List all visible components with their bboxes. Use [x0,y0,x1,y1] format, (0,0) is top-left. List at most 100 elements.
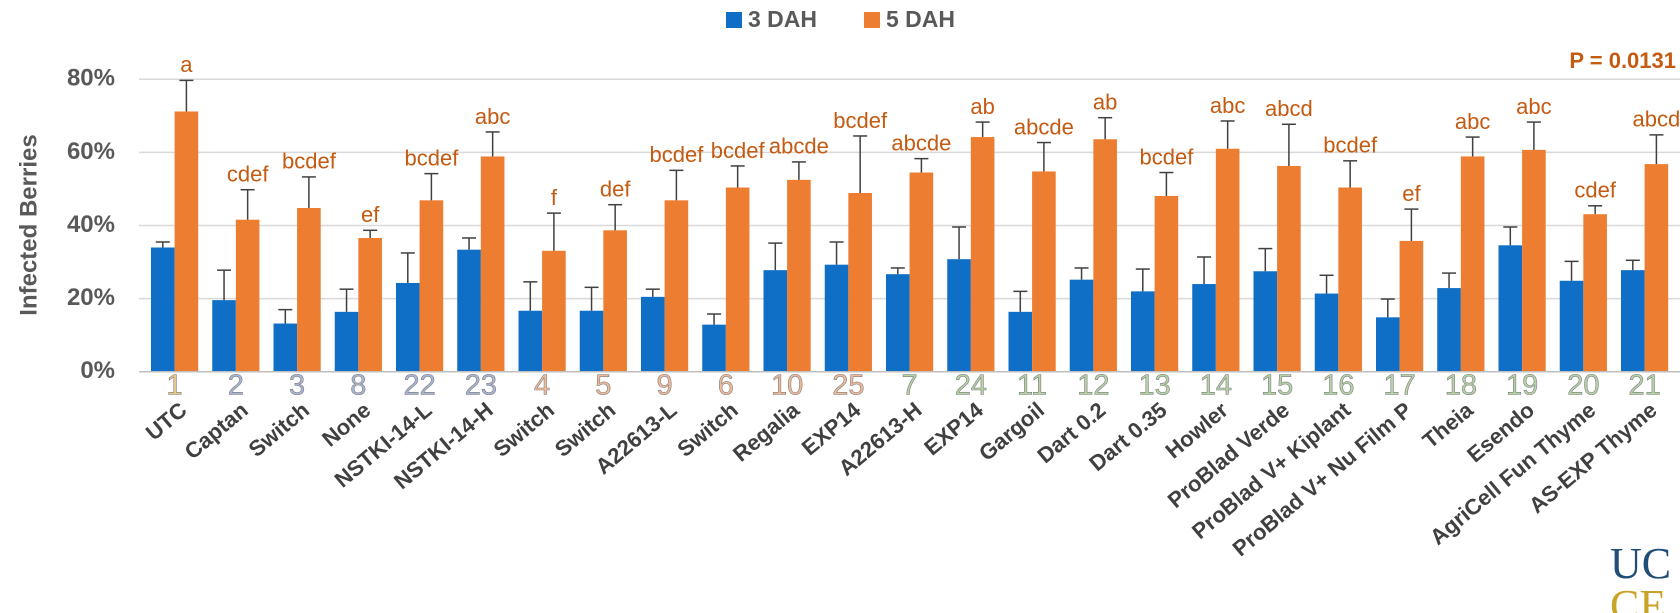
bar [664,200,689,372]
logo: UC [1610,539,1671,588]
significance-label: abcde [1014,114,1074,139]
bar [763,270,788,372]
bar [396,282,420,372]
bar [1314,293,1339,372]
treatment-number: 10 [771,370,803,402]
bar [542,250,566,372]
y-tick-label: 0% [80,357,115,384]
bar [518,310,543,372]
bar [273,323,298,372]
treatment-number: 2 [228,370,244,402]
x-tick-label: Switch [489,397,559,462]
treatment-number: 3 [289,370,305,402]
bar [1522,149,1546,372]
treatment-number: 15 [1261,370,1293,402]
significance-label: a [180,52,193,77]
bar [1399,240,1424,372]
bar [1644,164,1669,372]
significance-label: abcde [769,134,829,159]
bar [1277,165,1301,372]
bar [1253,271,1278,372]
bar [909,172,934,372]
significance-label: ef [1402,181,1421,206]
bar [641,296,665,372]
significance-label: bcdef [404,145,459,170]
significance-label: ab [1093,90,1117,115]
bar [848,193,872,372]
significance-label: abc [1455,109,1490,134]
bar [1192,284,1216,372]
legend-label: 5 DAH [886,6,955,32]
treatment-number: 13 [1138,370,1170,402]
treatment-number: 7 [902,370,918,402]
treatment-number: 19 [1506,370,1538,402]
bar [358,237,382,372]
treatment-number: 25 [832,370,864,402]
y-tick-label: 20% [67,284,115,311]
legend-label: 3 DAH [748,6,817,32]
treatment-number: 12 [1077,370,1109,402]
bar [1093,139,1117,372]
significance-label: cdef [1574,178,1616,203]
treatment-number: 20 [1567,370,1599,402]
p-value: P = 0.0131 [1569,48,1676,73]
treatment-number: 11 [1017,370,1047,402]
significance-label: bcdef [649,142,704,167]
x-tick-label: Regalia [728,397,805,467]
significance-label: bcdef [1323,133,1378,158]
y-tick-label: 80% [67,65,115,92]
bar [787,179,811,372]
significance-label: bcdef [1139,144,1194,169]
bar [1338,187,1362,372]
bar [702,324,726,372]
legend-swatch [864,12,880,28]
significance-label: ab [970,94,994,119]
y-tick-label: 60% [67,138,115,165]
bar [1621,270,1645,372]
x-tick-label: Switch [244,397,314,462]
bar [1131,291,1155,372]
bar [334,311,359,372]
bar [1154,195,1179,372]
bar [480,156,505,372]
significance-label: abc [1516,94,1551,119]
bar [947,259,971,372]
bar [419,200,444,372]
legend-swatch [726,12,742,28]
significance-label: abcd [1265,96,1313,121]
bar [1437,288,1461,372]
bar [1215,148,1240,372]
significance-label: abcde [891,130,951,155]
bar [151,247,175,372]
treatment-number: 23 [465,370,497,402]
significance-label: bcdef [711,138,766,163]
logo: CE [1610,581,1666,613]
bar [579,310,604,372]
bar [1559,280,1584,372]
bar [297,208,321,372]
bar [1376,317,1400,372]
significance-label: bcdef [282,149,337,174]
significance-label: abc [475,104,510,129]
significance-label: abc [1210,93,1245,118]
treatment-number: 8 [350,370,366,402]
treatment-number: 9 [657,370,673,402]
significance-label: ef [361,202,380,227]
x-tick-label: Captan [180,397,253,464]
bar [1032,171,1056,372]
treatment-number: 22 [403,370,435,402]
y-tick-label: 40% [67,211,115,238]
treatment-number: 4 [534,370,550,402]
x-tick-label: UTC [141,397,192,445]
significance-label: cdef [227,162,269,187]
treatment-number: 21 [1628,370,1660,402]
bar [212,300,236,372]
significance-label: bcdef [833,108,888,133]
bar [235,219,260,372]
bar [886,274,910,372]
significance-label: f [551,185,558,210]
significance-label: abcd [1633,107,1680,132]
treatment-number: 17 [1383,370,1415,402]
bar [1498,245,1523,372]
treatment-number: 1 [167,370,183,402]
